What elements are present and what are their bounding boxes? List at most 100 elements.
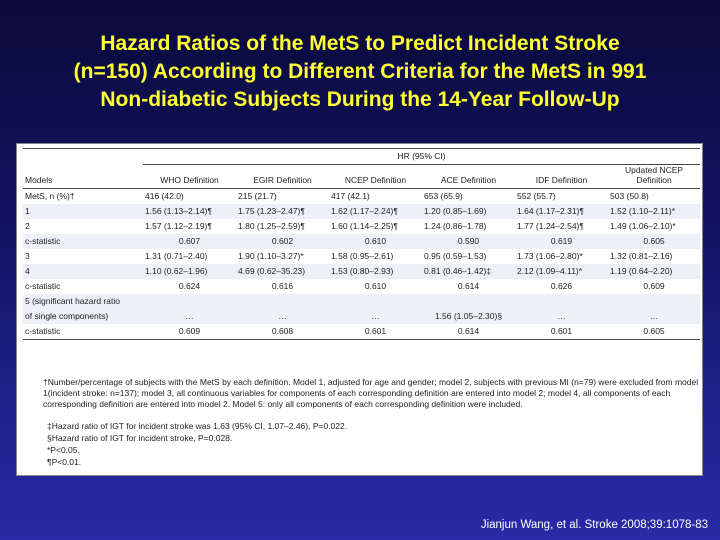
table-row: c-statistic 0.609 0.608 0.601 0.614 0.601 0.60… — [23, 323, 701, 340]
table-cell: 1.49 (1.06–2.10)* — [610, 221, 676, 231]
table-cell: … — [608, 308, 701, 324]
row-label: c-statistic — [25, 281, 61, 291]
table-cell — [422, 293, 515, 309]
table-cell: 1.73 (1.06–2.80)* — [517, 251, 583, 261]
table-cell: 1.53 (0.80–2.93) — [329, 263, 422, 279]
table-cell: 1.31 (0.71–2.40) — [145, 251, 208, 261]
row-label: 2 — [25, 221, 30, 231]
table-cell: 1.32 (0.81–2.16) — [610, 251, 673, 261]
table-cell: 0.610 — [364, 281, 387, 291]
column-header: EGIR Definition — [236, 164, 329, 189]
table-cell: 1.57 (1.12–2.19)¶ — [145, 221, 212, 231]
row-label: of single components) — [23, 308, 143, 324]
table-cell: 0.614 — [422, 323, 515, 340]
table-cell: 1.52 (1.10–2.11)* — [608, 203, 701, 219]
slide-title: Hazard Ratios of the MetS to Predict Inc… — [0, 30, 720, 114]
table-cell: 0.81 (0.46–1.42)‡ — [422, 263, 515, 279]
table-cell: 653 (65.9) — [424, 191, 463, 201]
table-cell: 1.20 (0.85–1.69) — [422, 203, 515, 219]
table-panel: HR (95% CI) Models WHO Definition EGIR Def… — [16, 143, 703, 476]
table-cell: 2.12 (1.09–4.11)* — [515, 263, 608, 279]
table-cell: 0.590 — [422, 233, 515, 249]
title-line-2: (n=150) According to Different Criteria … — [73, 60, 647, 83]
table-cell: … — [329, 308, 422, 324]
table-row: 2 1.57 (1.12–2.19)¶ 1.80 (1.25–2.59)¶ 1.60 … — [23, 219, 700, 234]
table-cell: 1.56 (1.05–2.30)§ — [422, 308, 515, 324]
row-label: 3 — [25, 251, 30, 261]
table-cell: … — [236, 308, 329, 324]
footnote-pilcrow: ¶P<0.01. — [47, 457, 82, 467]
table-row: c-statistic 0.607 0.602 0.610 0.590 0.619 0.60… — [23, 233, 701, 249]
table-cell: 0.601 — [515, 323, 608, 340]
table-cell: 1.19 (0.64–2.20) — [608, 263, 701, 279]
table-row: 3 1.31 (0.71–2.40) 1.90 (1.10–3.27)* 1.58 (… — [23, 249, 700, 264]
table-cell: 0.626 — [550, 281, 573, 291]
table-cell: … — [143, 308, 236, 324]
table-row: of single components)……… 1.56 (1.05–2.30)… — [23, 308, 701, 324]
hr-group-header: HR (95% CI) — [143, 148, 701, 165]
table-cell — [608, 293, 701, 309]
table-cell: 0.619 — [515, 233, 608, 249]
table-cell: 1.58 (0.95–2.61) — [331, 251, 394, 261]
table-cell: 1.56 (1.13–2.14)¶ — [143, 203, 236, 219]
table-cell: 0.609 — [143, 323, 236, 340]
row-label: 5 (significant hazard ratio — [23, 293, 143, 309]
table-cell: 0.601 — [329, 323, 422, 340]
table-cell: 416 (42.0) — [145, 191, 184, 201]
table-cell: 1.62 (1.17–2.24)¶ — [329, 203, 422, 219]
table-cell: 0.614 — [457, 281, 480, 291]
table-cell: … — [515, 308, 608, 324]
table-cell: 1.77 (1.24–2.54)¶ — [517, 221, 584, 231]
table-cell: 0.605 — [608, 233, 701, 249]
table-cell: 0.608 — [236, 323, 329, 340]
source-citation: Jianjun Wang, et al. Stroke 2008;39:1078… — [480, 519, 708, 531]
column-header: Updated NCEP Definition — [608, 164, 701, 189]
table-cell — [329, 293, 422, 309]
table-cell: 0.95 (0.59–1.53) — [424, 251, 487, 261]
row-label: 1 — [23, 203, 143, 219]
table-cell: 0.602 — [236, 233, 329, 249]
table-cell: 1.80 (1.25–2.59)¶ — [238, 221, 305, 231]
column-header: WHO Definition — [143, 164, 236, 189]
table-cell: 0.609 — [643, 281, 665, 291]
table-body: MetS, n (%)† 416 (42.0) 215 (21.7) 417 (42.… — [23, 188, 701, 340]
title-line-1: Hazard Ratios of the MetS to Predict Inc… — [100, 32, 620, 55]
table-cell: 215 (21.7) — [238, 191, 277, 201]
table-cell: 1.10 (0.62–1.96) — [143, 263, 236, 279]
table-cell: 1.24 (0.86–1.78) — [424, 221, 487, 231]
table-cell: 0.624 — [178, 281, 201, 291]
table-cell: 1.64 (1.17–2.31)¶ — [515, 203, 608, 219]
table-cell: 1.90 (1.10–3.27)* — [238, 251, 304, 261]
table-cell: 0.605 — [608, 323, 701, 340]
table-cell: 0.616 — [271, 281, 294, 291]
table-row: 4 1.10 (0.62–1.96) 4.69 (0.62–35.23) 1.53 (… — [23, 263, 701, 279]
title-line-3: Non-diabetic Subjects During the 14-Year… — [100, 88, 620, 111]
row-label: c-statistic — [23, 323, 143, 340]
table-cell — [143, 293, 236, 309]
footnote-section: §Hazard ratio of IGT for incident stroke… — [47, 433, 233, 443]
footnote-star: *P<0.05. — [47, 445, 80, 455]
table-row: 1 1.56 (1.13–2.14)¶ 1.75 (1.23–2.47)¶ 1.62 … — [23, 203, 701, 219]
footnote-main: †Number/percentage of subjects with the … — [43, 377, 699, 409]
column-header-row: Models WHO Definition EGIR Definition NCEP … — [23, 164, 701, 189]
column-header: NCEP Definition — [329, 164, 422, 189]
table-cell: 552 (55.7) — [517, 191, 556, 201]
table-cell: 417 (42.1) — [331, 191, 370, 201]
table-cell: 503 (50.8) — [610, 191, 649, 201]
table-row: MetS, n (%)† 416 (42.0) 215 (21.7) 417 (42.… — [23, 188, 700, 204]
column-header-models: Models — [23, 164, 143, 189]
row-label: 4 — [23, 263, 143, 279]
row-label: c-statistic — [23, 233, 143, 249]
table-cell: 1.60 (1.14–2.25)¶ — [331, 221, 398, 231]
table-cell: 0.610 — [329, 233, 422, 249]
hazard-ratio-table: HR (95% CI) Models WHO Definition EGIR Def… — [23, 148, 701, 340]
table-cell: 1.75 (1.23–2.47)¶ — [236, 203, 329, 219]
table-row: 5 (significant hazard ratio — [23, 293, 701, 309]
column-header: ACE Definition — [422, 164, 515, 189]
table-row: c-statistic 0.624 0.616 0.610 0.614 0.626 0.60… — [23, 279, 700, 294]
table-cell: 0.607 — [143, 233, 236, 249]
row-label: MetS, n (%)† — [25, 191, 75, 201]
table-cell: 4.69 (0.62–35.23) — [236, 263, 329, 279]
table-cell — [236, 293, 329, 309]
table-cell — [515, 293, 608, 309]
